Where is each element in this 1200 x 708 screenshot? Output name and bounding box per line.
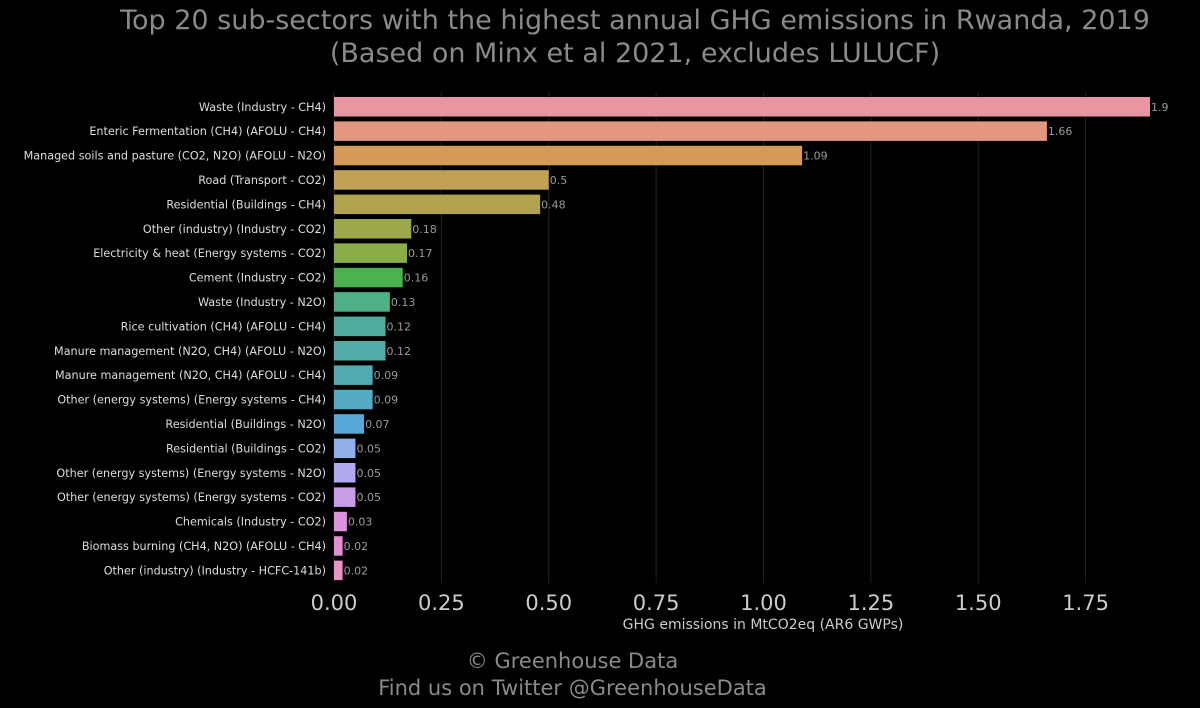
value-label: 0.48 — [541, 198, 566, 211]
chart-title: Top 20 sub-sectors with the highest annu… — [120, 5, 1150, 36]
value-labels: 1.9 1.66 1.09 0.5 0.48 0.18 0.17 0.16 0.13 0.12 0.… — [344, 101, 1169, 578]
x-axis-label: GHG emissions in MtCO2eq (AR6 GWPs) — [623, 617, 904, 633]
category-label: Road (Transport - CO2) — [198, 174, 326, 187]
bar — [334, 170, 549, 190]
value-label: 0.02 — [344, 540, 369, 553]
category-label: Waste (Industry - N2O) — [198, 296, 326, 309]
x-tick-label: 1.50 — [955, 591, 1002, 615]
value-label: 0.13 — [391, 296, 416, 309]
value-label: 0.05 — [356, 491, 381, 504]
grid-lines — [333, 92, 1087, 583]
category-labels: Waste (Industry - CH4) Enteric Fermentati… — [24, 101, 326, 578]
x-tick-label: 1.25 — [847, 591, 894, 615]
bar — [334, 243, 408, 263]
bar — [334, 267, 403, 288]
bar — [334, 194, 541, 215]
bar — [334, 341, 386, 361]
bar — [334, 536, 343, 556]
category-label: Enteric Fermentation (CH4) (AFOLU - CH4) — [89, 125, 326, 138]
value-label: 0.5 — [550, 174, 568, 187]
value-label: 0.05 — [356, 467, 381, 480]
bar — [334, 487, 356, 507]
footer-twitter[interactable]: Find us on Twitter @GreenhouseData — [378, 676, 767, 700]
value-label: 0.03 — [348, 516, 373, 529]
category-label: Residential (Buildings - CO2) — [166, 442, 326, 455]
category-label: Other (industry) (Industry - CO2) — [143, 223, 326, 236]
category-label: Manure management (N2O, CH4) (AFOLU - CH… — [55, 369, 326, 382]
x-tick-label: 1.75 — [1062, 591, 1109, 615]
value-label: 0.16 — [404, 272, 429, 285]
x-tick-label: 1.00 — [740, 591, 787, 615]
x-tick-label: 0.50 — [525, 591, 572, 615]
bar — [334, 292, 390, 312]
category-label: Waste (Industry - CH4) — [199, 101, 326, 114]
bar — [334, 97, 1150, 117]
bar — [334, 414, 365, 434]
x-tick-label: 0.00 — [311, 591, 358, 615]
category-label: Cement (Industry - CO2) — [189, 272, 326, 285]
value-label: 0.05 — [356, 442, 381, 455]
bar — [334, 121, 1047, 141]
category-label: Manure management (N2O, CH4) (AFOLU - N2… — [54, 345, 326, 358]
value-label: 0.07 — [365, 418, 390, 431]
bar — [334, 145, 803, 166]
category-label: Biomass burning (CH4, N2O) (AFOLU - CH4) — [82, 540, 326, 553]
value-label: 0.18 — [412, 223, 437, 236]
bar — [334, 511, 347, 532]
x-tick-label: 0.75 — [633, 591, 680, 615]
category-label: Other (energy systems) (Energy systems -… — [57, 491, 326, 504]
bar — [334, 365, 373, 385]
value-label: 1.09 — [803, 150, 828, 163]
x-tick-label: 0.25 — [418, 591, 465, 615]
category-label: Residential (Buildings - CH4) — [166, 198, 326, 211]
value-label: 0.12 — [387, 320, 412, 333]
value-label: 0.12 — [387, 345, 412, 358]
category-label: Chemicals (Industry - CO2) — [175, 516, 326, 529]
category-label: Other (energy systems) (Energy systems -… — [56, 467, 326, 480]
value-label: 1.66 — [1048, 125, 1073, 138]
bar — [334, 560, 343, 581]
bar — [334, 219, 412, 239]
bar — [334, 463, 356, 483]
category-label: Electricity & heat (Energy systems - CO2… — [93, 247, 326, 260]
value-label: 1.9 — [1151, 101, 1169, 114]
value-label: 0.02 — [344, 564, 369, 577]
value-label: 0.17 — [408, 247, 433, 260]
category-label: Residential (Buildings - N2O) — [165, 418, 326, 431]
category-label: Other (industry) (Industry - HCFC-141b) — [104, 564, 326, 577]
category-label: Managed soils and pasture (CO2, N2O) (AF… — [24, 150, 326, 163]
value-label: 0.09 — [374, 394, 399, 407]
category-label: Other (energy systems) (Energy systems -… — [57, 394, 326, 407]
footer-copyright: © Greenhouse Data — [466, 649, 679, 673]
chart-subtitle: (Based on Minx et al 2021, excludes LULU… — [329, 38, 941, 69]
chart-title-block: Top 20 sub-sectors with the highest annu… — [0, 4, 1200, 70]
x-axis-ticks: 0.00 0.25 0.50 0.75 1.00 1.25 1.50 1.75 — [311, 591, 1109, 615]
footer: © Greenhouse Data Find us on Twitter @Gr… — [0, 648, 1145, 702]
bar — [334, 316, 386, 337]
bar — [334, 389, 373, 410]
bar — [334, 438, 356, 459]
category-label: Rice cultivation (CH4) (AFOLU - CH4) — [121, 320, 326, 333]
bars — [334, 97, 1150, 581]
value-label: 0.09 — [374, 369, 399, 382]
